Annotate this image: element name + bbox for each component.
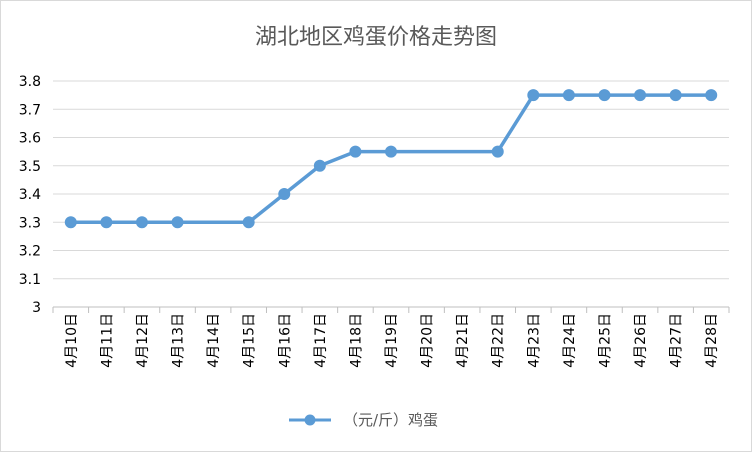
y-tick-label: 3.6 <box>19 131 41 147</box>
legend-label: （元/斤）鸡蛋 <box>343 411 438 429</box>
y-axis-tick-labels: 3 3.1 3.2 3.3 3.4 3.5 3.6 3.7 3.8 <box>19 74 41 316</box>
x-tick-label: 4月11日 <box>99 313 115 368</box>
data-point-marker <box>313 159 326 172</box>
x-tick-label: 4月23日 <box>526 313 542 368</box>
chart-title: 湖北地区鸡蛋价格走势图 <box>255 25 497 50</box>
legend: （元/斤）鸡蛋 <box>289 411 438 429</box>
x-tick-label: 4月12日 <box>135 313 151 368</box>
data-point-marker <box>669 89 682 102</box>
x-tick-label: 4月21日 <box>455 313 471 368</box>
x-tick-label: 4月25日 <box>597 313 613 368</box>
data-point-marker <box>598 89 611 102</box>
y-tick-label: 3.5 <box>19 159 41 175</box>
y-tick-label: 3 <box>32 300 41 316</box>
data-point-marker <box>171 216 184 229</box>
data-point-marker <box>634 89 647 102</box>
y-tick-label: 3.4 <box>19 187 41 203</box>
y-tick-label: 3.2 <box>19 244 41 260</box>
gridlines <box>53 80 729 280</box>
data-point-marker <box>100 216 113 229</box>
data-point-marker <box>385 145 397 158</box>
data-point-marker <box>135 216 148 229</box>
x-tick-label: 4月16日 <box>277 313 293 368</box>
y-tick-label: 3.7 <box>19 102 41 118</box>
data-point-marker <box>527 89 540 102</box>
data-point-marker <box>705 89 718 102</box>
x-tick-label: 4月15日 <box>242 313 258 368</box>
x-axis <box>52 306 730 313</box>
y-tick-label: 3.3 <box>19 215 41 231</box>
x-tick-label: 4月24日 <box>562 313 578 368</box>
data-point-marker <box>349 145 362 158</box>
series-line-layer <box>64 89 718 229</box>
x-tick-label: 4月20日 <box>420 313 436 368</box>
data-point-marker <box>64 216 77 229</box>
x-tick-label: 4月18日 <box>348 313 364 368</box>
x-tick-label: 4月19日 <box>384 313 400 368</box>
x-tick-label: 4月27日 <box>669 313 685 368</box>
data-point-marker <box>278 188 291 200</box>
data-point-marker <box>562 89 575 102</box>
x-tick-label: 4月13日 <box>171 313 187 368</box>
series-line <box>69 93 713 225</box>
x-tick-label: 4月14日 <box>206 313 222 368</box>
x-tick-label: 4月26日 <box>633 313 649 368</box>
y-tick-label: 3.8 <box>19 74 41 90</box>
data-point-marker <box>242 216 255 229</box>
x-tick-label: 4月22日 <box>491 313 507 368</box>
x-tick-label: 4月17日 <box>313 313 329 368</box>
x-tick-label: 4月28日 <box>704 313 720 368</box>
x-tick-label: 4月10日 <box>64 313 80 368</box>
legend-marker <box>304 414 316 426</box>
data-point-marker <box>491 145 504 158</box>
x-axis-tick-labels: 4月10日 4月11日 4月12日 4月13日 4月14日 4月15日 4月16日 4月17日… <box>64 313 720 368</box>
y-tick-label: 3.1 <box>19 272 41 288</box>
